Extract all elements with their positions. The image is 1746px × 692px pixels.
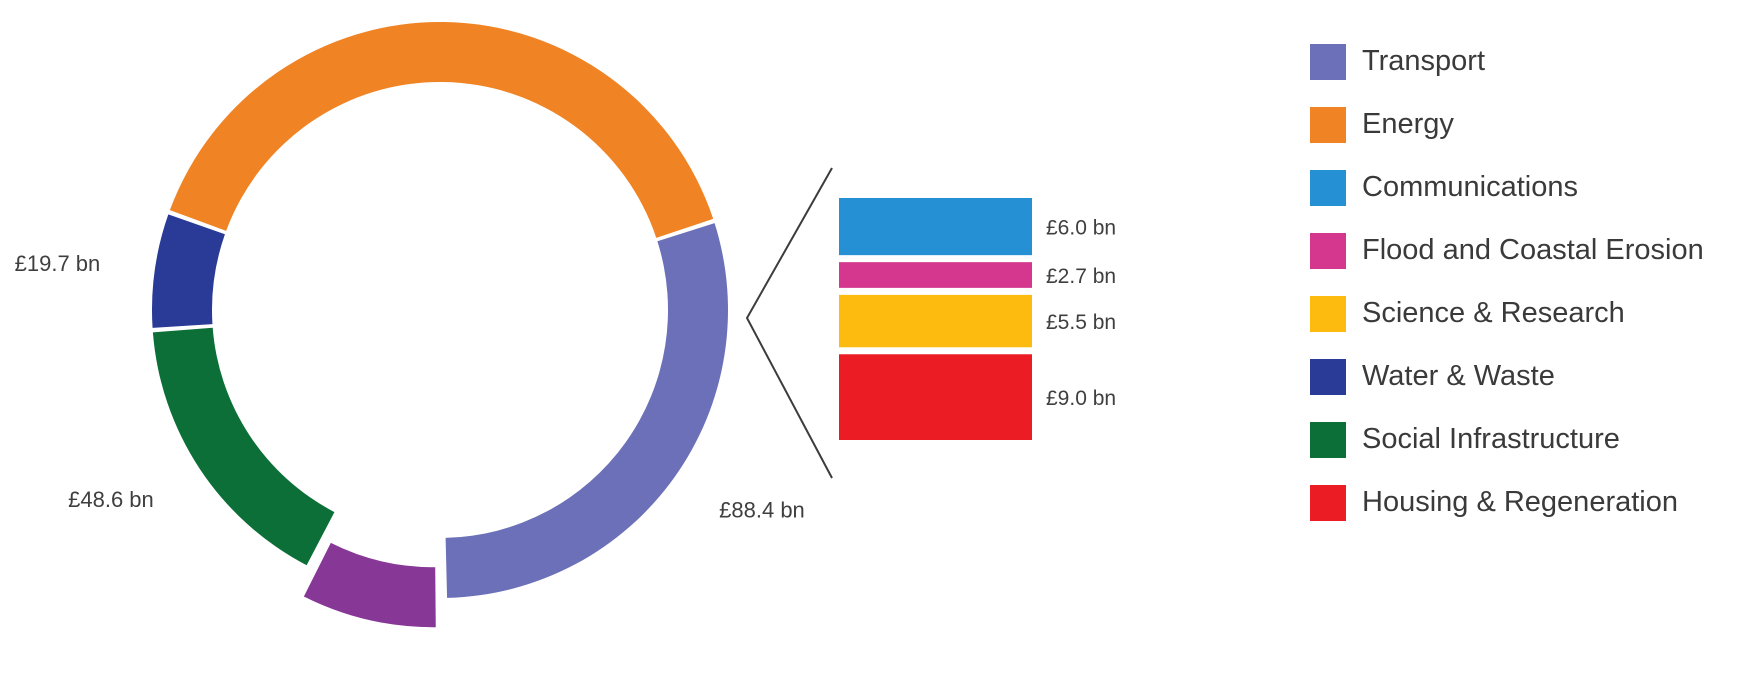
legend-item-social: Social Infrastructure bbox=[1310, 408, 1740, 471]
legend: Transport Energy Communications Flood an… bbox=[1310, 30, 1740, 534]
legend-swatch-social bbox=[1310, 421, 1346, 458]
breakout-stack: £6.0 bn £2.7 bn £5.5 bn £9.0 bn bbox=[839, 198, 1116, 440]
legend-item-housing: Housing & Regeneration bbox=[1310, 471, 1740, 534]
breakout-bar-science bbox=[839, 294, 1032, 348]
breakout-bar-housing bbox=[839, 354, 1032, 440]
legend-label-communications: Communications bbox=[1362, 171, 1578, 203]
slice-labels: £88.4 bn£48.6 bn£19.7 bn£117.4 bn bbox=[15, 251, 805, 523]
legend-label-social: Social Infrastructure bbox=[1362, 423, 1620, 455]
legend-item-flood: Flood and Coastal Erosion bbox=[1310, 219, 1740, 282]
legend-label-science: Science & Research bbox=[1362, 297, 1625, 329]
legend-label-flood: Flood and Coastal Erosion bbox=[1362, 234, 1704, 266]
legend-item-water: Water & Waste bbox=[1310, 345, 1740, 408]
breakout-label-housing: £9.0 bn bbox=[1046, 387, 1116, 410]
legend-swatch-communications bbox=[1310, 169, 1346, 206]
legend-label-energy: Energy bbox=[1362, 108, 1454, 140]
legend-swatch-housing bbox=[1310, 484, 1346, 521]
legend-swatch-energy bbox=[1310, 106, 1346, 143]
slice-label-transport: £88.4 bn bbox=[719, 497, 805, 522]
legend-label-water: Water & Waste bbox=[1362, 360, 1555, 392]
donut-slice-transport bbox=[445, 223, 728, 598]
legend-label-transport: Transport bbox=[1362, 45, 1486, 77]
breakout-label-science: £5.5 bn bbox=[1046, 311, 1116, 334]
legend-item-communications: Communications bbox=[1310, 156, 1740, 219]
legend-swatch-science bbox=[1310, 295, 1346, 332]
breakout-bar-flood bbox=[839, 262, 1032, 288]
legend-item-energy: Energy bbox=[1310, 93, 1740, 156]
slice-label-social: £48.6 bn bbox=[68, 487, 154, 512]
donut-slice-breakout bbox=[303, 542, 436, 628]
donut-slice-social bbox=[152, 327, 335, 566]
donut-slice-water bbox=[151, 214, 225, 328]
legend-swatch-flood bbox=[1310, 232, 1346, 269]
donut-slice-energy bbox=[169, 21, 714, 238]
breakout-label-flood: £2.7 bn bbox=[1046, 265, 1116, 288]
legend-item-transport: Transport bbox=[1310, 30, 1740, 93]
breakout-connector bbox=[745, 167, 833, 479]
breakout-label-communications: £6.0 bn bbox=[1046, 217, 1116, 240]
legend-item-science: Science & Research bbox=[1310, 282, 1740, 345]
legend-label-housing: Housing & Regeneration bbox=[1362, 486, 1678, 518]
legend-swatch-transport bbox=[1310, 43, 1346, 80]
slice-label-water: £19.7 bn bbox=[15, 251, 101, 276]
legend-swatch-water bbox=[1310, 358, 1346, 395]
breakout-bar-communications bbox=[839, 198, 1032, 256]
donut-slices bbox=[151, 21, 728, 628]
breakout-bracket-line bbox=[745, 167, 833, 479]
